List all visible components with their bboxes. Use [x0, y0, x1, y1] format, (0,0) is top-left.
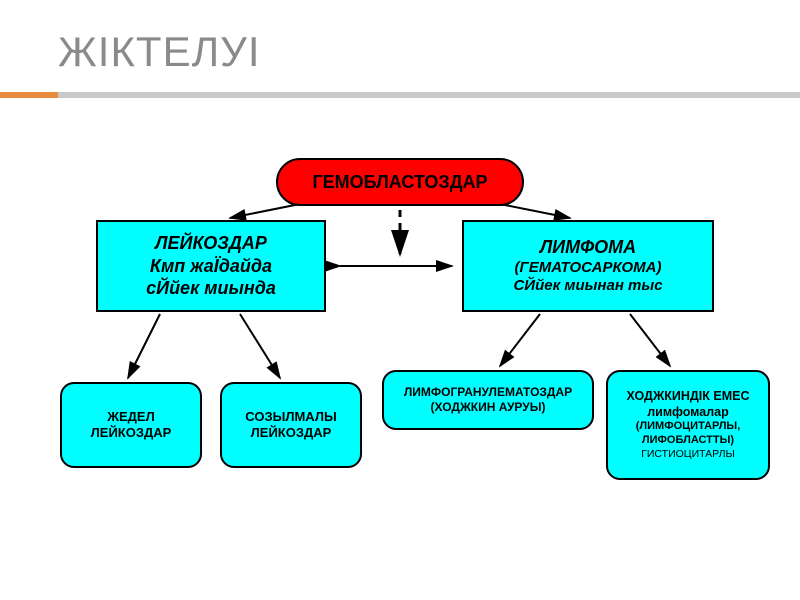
node-root: ГЕМОБЛАСТОЗДАР	[276, 158, 524, 206]
node-rr-line1: лимфомалар	[647, 405, 729, 421]
node-right1: ЛИМФОМА (ГЕМАТОСАРКОМА) СЙйек миынан тыс	[462, 220, 714, 312]
node-right1-line2: СЙйек миынан тыс	[513, 277, 662, 296]
node-left1-line2: сЙйек миында	[146, 277, 276, 300]
node-left1-line1: Кмп жаЇдайда	[150, 255, 272, 278]
node-rl-line0: ЛИМФОГРАНУЛЕМАТОЗДАР	[404, 385, 572, 400]
node-rr-sub2: ГИСТИОЦИТАРЛЫ	[641, 448, 735, 461]
node-rr: ХОДЖКИНДІК ЕМЕС лимфомалар (ЛИМФОЦИТАРЛЫ…	[606, 370, 770, 480]
node-ll-line0: ЖЕДЕЛ	[107, 409, 154, 425]
node-root-label: ГЕМОБЛАСТОЗДАР	[312, 171, 487, 194]
node-rr-line0: ХОДЖКИНДІК ЕМЕС	[626, 389, 749, 405]
node-right1-line1: (ГЕМАТОСАРКОМА)	[515, 259, 662, 278]
node-ll-line1: ЛЕЙКОЗДАР	[91, 425, 172, 441]
node-rl: ЛИМФОГРАНУЛЕМАТОЗДАР (ХОДЖКИН АУРУЫ)	[382, 370, 594, 430]
page-title: ЖІКТЕЛУІ	[58, 28, 261, 76]
node-rr-sub0: (ЛИМФОЦИТАРЛЫ,	[636, 420, 741, 434]
title-divider	[0, 92, 800, 98]
node-lr-line0: СОЗЫЛМАЛЫ	[245, 409, 336, 425]
node-ll: ЖЕДЕЛ ЛЕЙКОЗДАР	[60, 382, 202, 468]
node-left1: ЛЕЙКОЗДАР Кмп жаЇдайда сЙйек миында	[96, 220, 326, 312]
node-right1-line0: ЛИМФОМА	[540, 236, 636, 259]
node-rl-line1: (ХОДЖКИН АУРУЫ)	[431, 400, 546, 415]
node-left1-line0: ЛЕЙКОЗДАР	[155, 232, 267, 255]
node-lr: СОЗЫЛМАЛЫ ЛЕЙКОЗДАР	[220, 382, 362, 468]
node-lr-line1: ЛЕЙКОЗДАР	[251, 425, 332, 441]
node-rr-sub1: ЛИФОБЛАСТТЫ)	[642, 434, 734, 448]
